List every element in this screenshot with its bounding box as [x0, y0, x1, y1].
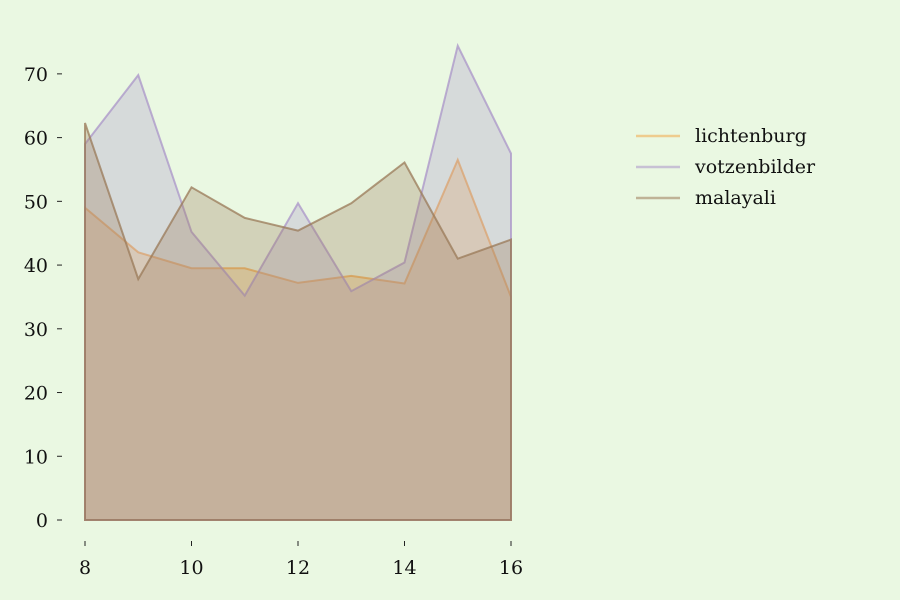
y-tick-label: 40 — [24, 255, 48, 277]
y-tick-label: 0 — [36, 510, 48, 532]
y-tick-label: 70 — [24, 64, 48, 86]
y-tick-label: 60 — [24, 128, 48, 150]
legend: lichtenburg votzenbilder malayali — [636, 125, 816, 209]
x-tick-label: 8 — [79, 557, 91, 579]
legend-label-lichtenburg: lichtenburg — [695, 125, 807, 147]
x-tick-label: 16 — [499, 557, 523, 579]
x-tick-label: 14 — [392, 557, 416, 579]
x-axis: 8 10 12 14 16 — [79, 541, 523, 579]
x-tick-label: 12 — [286, 557, 310, 579]
area-layer — [84, 42, 512, 521]
legend-label-votzenbilder: votzenbilder — [694, 156, 816, 178]
area-votzenbilder — [84, 42, 512, 521]
y-tick-label: 10 — [24, 446, 48, 468]
y-tick-label: 30 — [24, 319, 48, 341]
y-tick-label: 50 — [24, 191, 48, 213]
y-tick-label: 20 — [24, 383, 48, 405]
area-malayali — [84, 122, 512, 521]
legend-label-malayali: malayali — [695, 187, 776, 209]
x-tick-label: 10 — [179, 557, 203, 579]
y-axis: 0 10 20 30 40 50 60 70 — [24, 64, 62, 532]
